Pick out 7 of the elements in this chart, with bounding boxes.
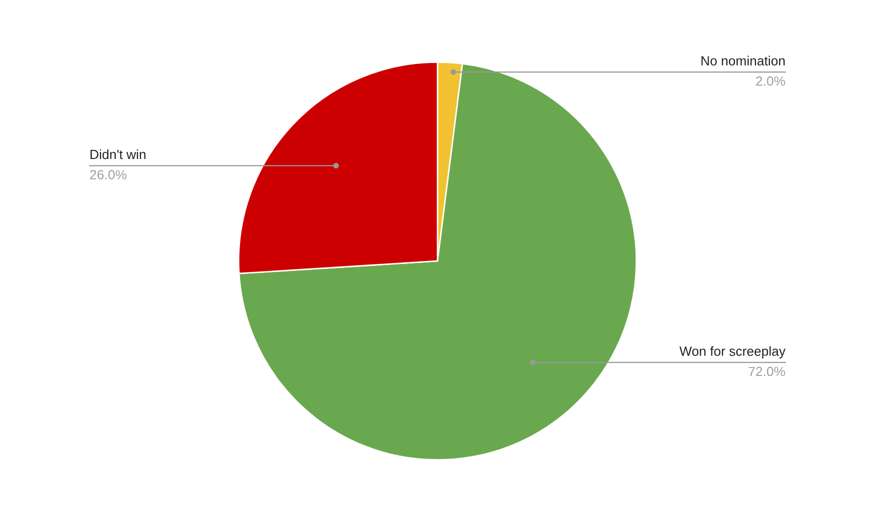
- pie-slice: [238, 63, 638, 461]
- data-label: 26.0%: [90, 170, 126, 180]
- data-label: 72.0%: [748, 366, 786, 376]
- data-label: 2.0%: [756, 76, 786, 86]
- slice-label: Didn't win: [90, 149, 146, 160]
- slice-label: No nomination: [702, 56, 785, 66]
- slice-label: Won for screeplay: [679, 346, 786, 358]
